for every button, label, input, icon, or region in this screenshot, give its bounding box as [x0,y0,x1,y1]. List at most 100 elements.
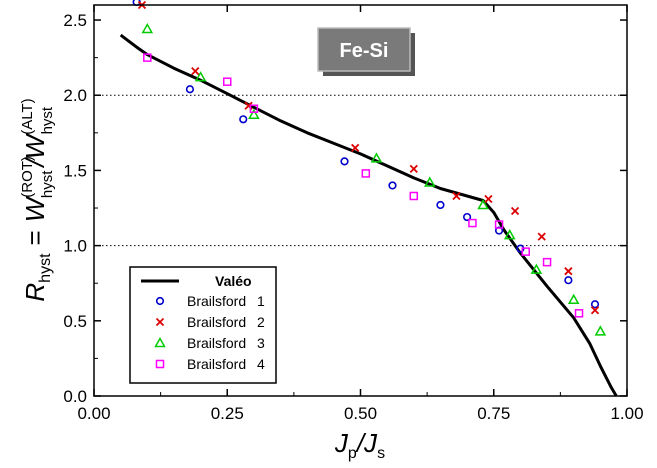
legend-series-1-number: 1 [257,293,265,309]
y-title-w1: W [20,195,50,222]
x-title-sep: /J [355,428,378,458]
series-2-point-8 [537,232,546,241]
y-title-w2-sub: hyst [39,106,56,134]
legend-valeo-label: Valéo [215,273,252,289]
series-2-point-2-stroke-b [244,101,253,110]
y-tick-label-4: 2.0 [63,86,87,105]
y-axis-ticks: 0.0 0.5 1.0 1.5 2.0 2.5 [63,11,627,406]
series-4-point-9 [574,309,584,318]
badge-label: Fe-Si [340,40,389,62]
legend-box [129,266,277,384]
legend-series-2-number: 2 [257,314,265,330]
legend-series-1-name: Brailsford [187,293,246,309]
legend-series-3-number: 3 [257,335,265,351]
x-tick-label-1: 0.25 [211,404,244,423]
y-title-slash: / [20,157,50,169]
series-2-point-10-stroke-b [590,306,600,315]
series-3-point-1 [194,71,207,82]
y-tick-label-1: 0.5 [63,312,87,331]
series-2-point-5-stroke-b [452,191,461,201]
x-title-sub-s: s [377,445,385,462]
series-2-point-1-stroke-b [191,67,200,76]
series-2-point-4-stroke-b [409,164,418,174]
legend: Valéo Brailsford 1 Brailsford 2 Brailsfo… [129,266,277,384]
series-4-point-2 [249,104,259,114]
series-3-point-9 [594,325,607,336]
series-2-point-10 [590,306,600,315]
series-1-point-6 [463,212,472,222]
series-4-point-4 [409,191,419,201]
series-3-point-5 [477,198,489,210]
series-1-point-5 [436,200,445,210]
y-tick-label-2: 1.0 [63,237,87,256]
series-3-point-2 [248,108,260,120]
legend-marker-series-3 [154,336,166,348]
series-1-point-10 [590,300,600,309]
y-title-r: R [20,283,50,302]
series-1-point-1 [185,85,195,94]
series-1-point-4 [388,181,397,190]
legend-series-3-name: Brailsford [187,335,246,351]
reference-lines [94,94,627,247]
x-axis-title: Jp/Js [334,428,385,462]
legend-marker-series-1 [155,296,165,306]
x-tick-label-0: 0.00 [77,404,110,423]
series-3-point-7 [530,263,543,274]
series-4-point-5 [468,218,477,228]
series-3-point-0 [141,23,154,34]
y-tick-label-3: 1.5 [63,161,87,180]
y-title-w1-sub: hyst [39,170,56,198]
y-title-w2-sup: (ALT) [19,98,36,134]
series-1-point-9 [564,276,573,285]
x-axis-ticks: 0.00 0.25 0.50 0.75 1.00 [77,5,644,423]
series-2-point-5 [452,191,461,201]
series-3-point-3 [370,152,383,163]
series-2-point-4 [409,164,418,174]
badge-box [317,27,411,72]
series-3-point-4 [424,176,436,187]
legend-markers [154,296,166,369]
series-1-point-3 [340,157,349,166]
x-title-sub-p: p [348,445,357,462]
legend-marker-series-2-stroke-b [155,317,165,327]
series-2-point-7-stroke-b [510,206,520,216]
series-2-point-3-stroke-b [351,143,360,153]
series-1-point-7 [494,226,504,235]
series-2-point-3 [351,143,360,153]
y-axis-title: Rhyst=W(ROT) hyst/W(ALT) hyst [19,98,56,301]
series-2-point-9 [564,267,573,276]
series-2-point-8-stroke-b [537,232,546,241]
y-title-w2: W [20,132,50,159]
legend-series-4-name: Brailsford [187,356,246,372]
series-4-point-8 [542,257,552,267]
x-tick-label-4: 1.00 [610,404,643,423]
y-tick-label-0: 0.0 [63,387,87,406]
series-2-point-9-stroke-b [564,267,573,276]
legend-marker-series-4 [155,359,165,369]
legend-series-2-name: Brailsford [187,314,246,330]
series-3-point-6 [503,229,516,240]
series-4-point-0 [143,53,152,62]
x-tick-label-2: 0.50 [344,404,377,423]
series-3-point-8 [567,293,580,305]
series-4-point-3 [361,169,371,178]
series-2-point-6-stroke-b [484,194,493,204]
data-markers [132,0,607,336]
series-4-point-7 [521,247,530,256]
series-1-point-2 [239,115,248,124]
x-title-j1: J [334,428,349,458]
series-2-point-1 [191,67,200,76]
y-tick-label-5: 2.5 [63,11,87,30]
legend-series-4-number: 4 [257,356,265,372]
series-2-point-7 [510,206,520,216]
series-4-point-6 [494,220,504,229]
series-4-point-1 [223,77,232,86]
y-title-w1-sup: (ROT) [19,156,36,198]
y-title-r-sub: hyst [37,253,54,283]
material-badge: Fe-Si [317,27,415,76]
series-2-point-6 [484,194,493,204]
y-title-eq: = [20,230,50,245]
x-tick-label-3: 0.75 [477,404,510,423]
